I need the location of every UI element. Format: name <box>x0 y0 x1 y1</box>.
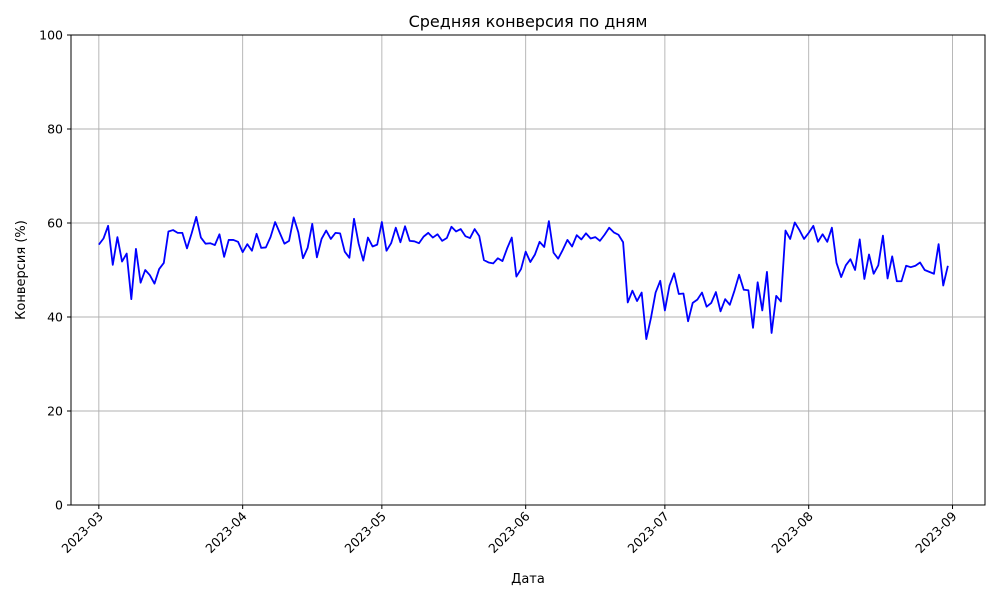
series-line <box>98 215 949 340</box>
y-tick-label: 0 <box>55 498 63 513</box>
y-tick-label: 100 <box>39 28 63 43</box>
data-layer <box>98 215 949 340</box>
plot-background <box>71 35 985 505</box>
y-axis-label: Конверсия (%) <box>14 220 29 320</box>
y-tick-label: 80 <box>47 122 63 137</box>
plot-frame <box>70 34 986 506</box>
chart-title: Средняя конверсия по дням <box>409 12 648 31</box>
y-tick-label: 20 <box>47 404 63 419</box>
x-axis-label: Дата <box>511 572 545 587</box>
y-tick-label: 40 <box>47 310 63 325</box>
y-axis-ticks: 0 20 40 60 80 100 <box>39 28 71 513</box>
y-tick-label: 60 <box>47 216 63 231</box>
